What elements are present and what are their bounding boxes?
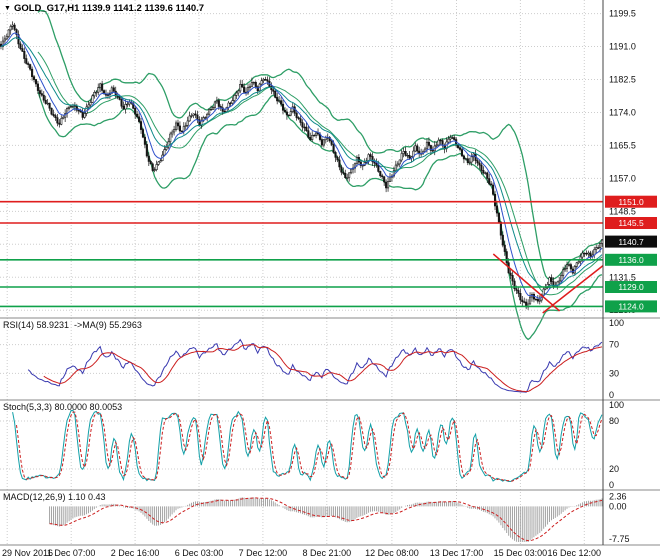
price-badge-1129.0 <box>605 281 657 293</box>
support-resistance-lines[interactable] <box>0 200 603 308</box>
price-tick-label: 1148.5 <box>609 206 636 216</box>
time-tick-label: 6 Dec 03:00 <box>175 548 224 558</box>
macd-tick-label: -7.75 <box>609 534 630 544</box>
time-tick-label: 29 Nov 2016 <box>2 548 53 558</box>
rsi-tick-label: 70 <box>609 340 619 350</box>
stoch-tick-label: 0 <box>609 480 614 490</box>
price-badge-1124.0 <box>605 300 657 313</box>
candles <box>0 21 604 310</box>
price-badge-text: 1124.0 <box>618 302 644 312</box>
macd-tick-label: 0.00 <box>609 501 627 511</box>
rsi-indicator-label: RSI(14) 58.9231 ->MA(9) 55.2963 <box>3 320 142 330</box>
time-tick-label: 13 Dec 17:00 <box>430 548 484 558</box>
price-tick-label: 1174.0 <box>609 107 636 117</box>
stoch-tick-label: 20 <box>609 464 619 474</box>
time-tick-label: 12 Dec 08:00 <box>365 548 419 558</box>
trendlines[interactable] <box>492 253 604 314</box>
macd-indicator-label: MACD(12,26,9) 1.10 0.43 <box>3 492 106 502</box>
rsi-panel: 100 70 30 0 <box>0 318 624 400</box>
price-tick-label: 1157.0 <box>609 173 636 183</box>
price-axis[interactable]: 1199.5 1191.0 1182.5 1174.0 1165.5 1157.0 1148… <box>605 9 657 316</box>
time-tick-label: 7 Dec 12:00 <box>239 548 288 558</box>
chart-symbol-title: ▼ GOLD_G17,H1 1139.9 1141.2 1139.6 1140.7 <box>4 3 204 14</box>
trendline-1[interactable] <box>492 253 561 312</box>
trendline-2[interactable] <box>542 265 604 314</box>
macd-tick-label: 2.36 <box>609 492 627 502</box>
chart-title-text: GOLD_G17,H1 1139.9 1141.2 1139.6 1140.7 <box>13 3 205 14</box>
panel-separators <box>0 0 660 546</box>
time-tick-label: 2 Dec 16:00 <box>111 548 160 558</box>
stoch-indicator-label: Stoch(5,3,3) 80.0000 80.0053 <box>3 402 123 412</box>
price-tick-label: 1165.5 <box>609 140 636 150</box>
chart-icon: ▼ <box>4 5 11 12</box>
time-tick-label: 16 Dec 12:00 <box>547 548 601 558</box>
stoch-tick-label: 80 <box>609 416 619 426</box>
price-badge-text: 1151.0 <box>618 197 644 207</box>
price-badge-1145.5 <box>605 217 657 229</box>
price-badge-1151.0 <box>605 195 657 208</box>
time-tick-label: 8 Dec 21:00 <box>303 548 352 558</box>
rsi-tick-label: 30 <box>609 368 619 378</box>
price-tick-label: 1182.5 <box>609 75 636 85</box>
rsi-tick-label: 100 <box>609 318 624 328</box>
price-badge-text: 1136.0 <box>618 255 644 265</box>
price-tick-label: 1191.0 <box>609 42 636 52</box>
stochastic-panel: 100 80 20 0 <box>0 400 624 490</box>
price-tick-label: 1199.5 <box>609 9 636 19</box>
time-tick-label: 15 Dec 03:00 <box>494 548 548 558</box>
price-badge-1136.0 <box>605 253 657 266</box>
price-badge-text: 1145.5 <box>618 218 644 228</box>
stoch-tick-label: 100 <box>609 400 624 410</box>
moving-averages <box>0 32 603 299</box>
time-tick-label: 1 Dec 07:00 <box>47 548 96 558</box>
price-badge-text: 1140.7 <box>618 237 644 247</box>
price-tick-label: 1131.5 <box>609 272 636 282</box>
price-badge-text: 1129.0 <box>618 282 644 292</box>
rsi-tick-label: 0 <box>609 390 614 400</box>
price-badge-1140.7 <box>605 235 657 248</box>
macd-panel: 2.360.00 -7.75 <box>49 492 630 544</box>
